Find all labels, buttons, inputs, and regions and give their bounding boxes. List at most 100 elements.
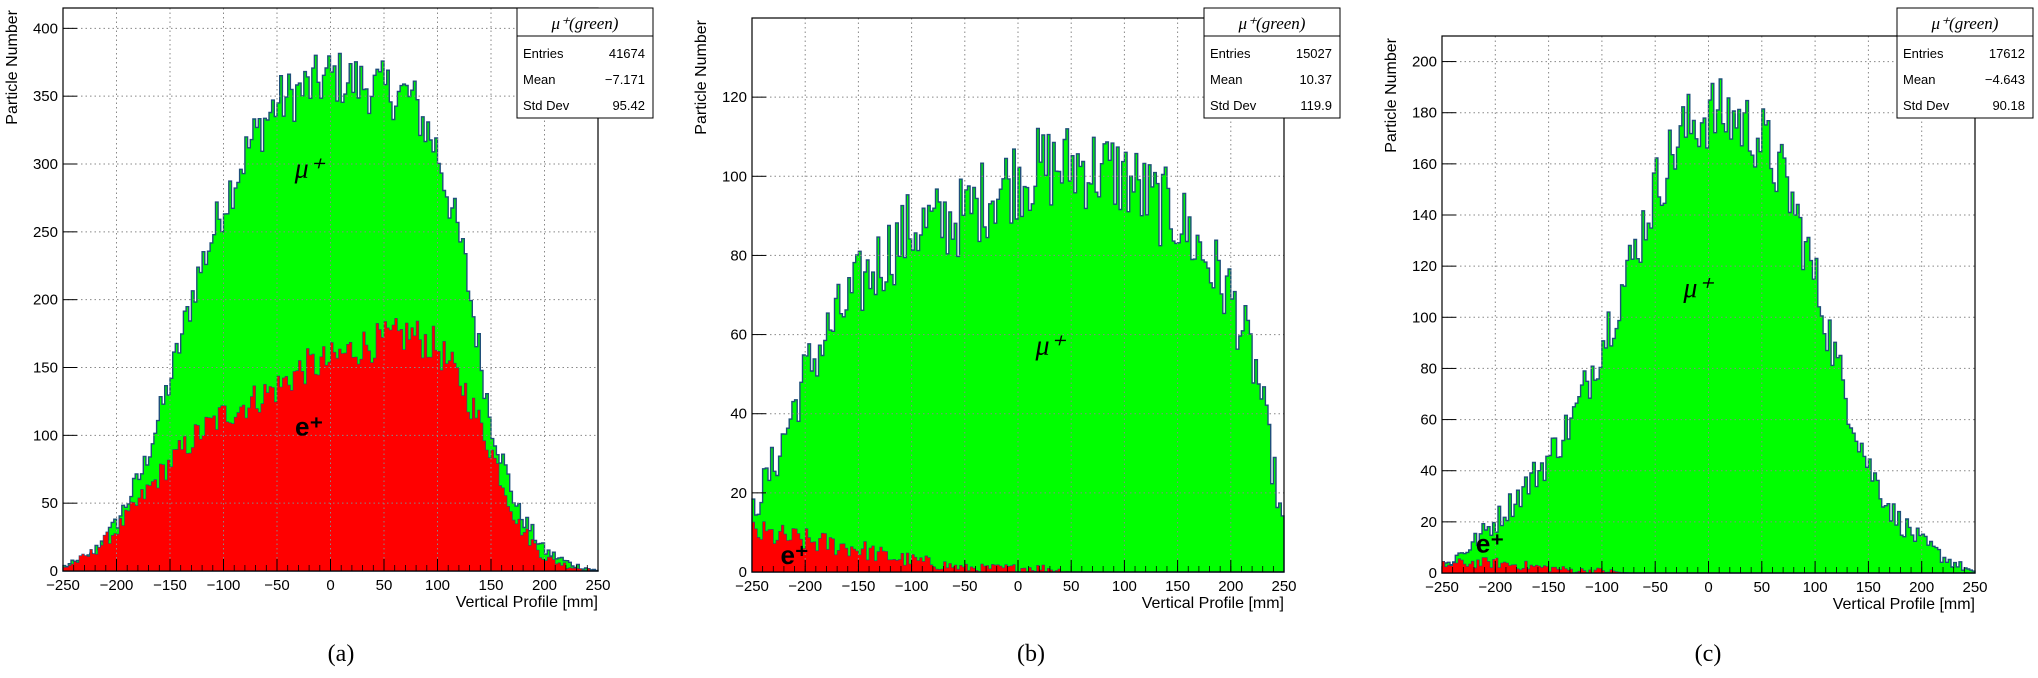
e-plus-label: e⁺	[1476, 529, 1504, 559]
y-tick-label: 400	[33, 20, 58, 37]
y-axis-label: Particle Number	[693, 19, 710, 134]
stats-key: Std Dev	[1210, 98, 1257, 113]
x-tick-label: −250	[1425, 579, 1459, 596]
stats-value: 17612	[1989, 46, 2025, 61]
y-tick-label: 350	[33, 88, 58, 105]
y-axis-label: Particle Number	[4, 9, 21, 124]
mu-plus-label: μ⁺	[1682, 273, 1714, 304]
y-tick-label: 250	[33, 224, 58, 241]
y-tick-label: 80	[1420, 360, 1437, 377]
stats-box-title: μ⁺(green)	[1931, 14, 1999, 33]
y-tick-label: 200	[33, 292, 58, 309]
chart-panel-3: −250 −200 −150 −100 −50 0 50 100 150 200 250 0 20 40 6…	[1383, 7, 2034, 667]
x-tick-label: −100	[895, 578, 929, 595]
y-tick-label: 100	[1412, 309, 1437, 326]
panel-caption: (c)	[1695, 641, 1722, 667]
panel-caption: (a)	[328, 641, 355, 667]
y-tick-label: 300	[33, 156, 58, 173]
x-axis-label: Vertical Profile [mm]	[1142, 595, 1284, 612]
y-tick-label: 180	[1412, 105, 1437, 122]
x-tick-label: −250	[46, 577, 80, 594]
stats-box-title: μ⁺(green)	[1238, 14, 1306, 33]
stats-value: −4.643	[1985, 72, 2025, 87]
x-tick-label: −50	[1642, 579, 1667, 596]
x-tick-label: 250	[1962, 579, 1987, 596]
stats-key: Entries	[523, 46, 564, 61]
mu-plus-label: μ⁺	[1034, 330, 1066, 361]
e-plus-label: e⁺	[780, 540, 808, 570]
x-tick-label: −50	[264, 577, 289, 594]
x-tick-label: −200	[1478, 579, 1512, 596]
chart-panel-2: −250 −200 −150 −100 −50 0 50 100 150 200 250 0 20 40 6…	[693, 7, 1341, 667]
x-tick-label: 200	[1909, 579, 1934, 596]
stats-value: 10.37	[1299, 72, 1332, 87]
x-tick-label: −50	[952, 578, 977, 595]
stats-key: Entries	[1210, 46, 1251, 61]
x-tick-label: 50	[376, 577, 393, 594]
y-axis-label: Particle Number	[1383, 37, 1400, 152]
stats-value: 95.42	[612, 98, 645, 113]
y-tick-label: 40	[730, 406, 747, 423]
x-tick-label: 250	[585, 577, 610, 594]
y-tick-label: 100	[33, 427, 58, 444]
stats-box: μ⁺(green) Entries 41674 Mean −7.171 Std Dev 95…	[516, 7, 654, 119]
stats-key: Mean	[523, 72, 556, 87]
x-tick-label: 150	[1856, 579, 1881, 596]
stats-key: Mean	[1903, 72, 1936, 87]
x-tick-label: 50	[1063, 578, 1080, 595]
y-tick-label: 120	[1412, 258, 1437, 275]
x-tick-label: 50	[1753, 579, 1770, 596]
x-tick-label: −150	[842, 578, 876, 595]
x-tick-label: 100	[425, 577, 450, 594]
x-tick-label: −200	[100, 577, 134, 594]
stats-box: μ⁺(green) Entries 15027 Mean 10.37 Std Dev 119…	[1203, 7, 1341, 119]
x-tick-label: 0	[1014, 578, 1022, 595]
stats-box-title: μ⁺(green)	[551, 14, 619, 33]
x-tick-label: 200	[532, 577, 557, 594]
y-tick-label: 120	[722, 89, 747, 106]
stats-key: Mean	[1210, 72, 1243, 87]
y-tick-label: 200	[1412, 54, 1437, 71]
x-tick-label: 0	[1704, 579, 1712, 596]
x-tick-label: 150	[478, 577, 503, 594]
y-tick-label: 140	[1412, 207, 1437, 224]
x-tick-label: 200	[1218, 578, 1243, 595]
x-tick-label: 150	[1165, 578, 1190, 595]
y-tick-label: 160	[1412, 156, 1437, 173]
y-tick-label: 40	[1420, 463, 1437, 480]
x-tick-label: −100	[207, 577, 241, 594]
y-tick-label: 50	[41, 495, 58, 512]
chart-panel-1: −250 −200 −150 −100 −50 0 50 100 150 200 250 0 50 100…	[4, 7, 654, 667]
stats-box: μ⁺(green) Entries 17612 Mean −4.643 Std Dev 90…	[1896, 7, 2034, 119]
x-tick-label: −150	[153, 577, 187, 594]
x-tick-label: −100	[1585, 579, 1619, 596]
y-tick-label: 60	[730, 327, 747, 344]
y-tick-label: 0	[50, 563, 58, 580]
stats-key: Entries	[1903, 46, 1944, 61]
mu-plus-label: μ⁺	[294, 154, 326, 185]
stats-key: Std Dev	[1903, 98, 1950, 113]
x-axis-label: Vertical Profile [mm]	[456, 594, 598, 611]
y-tick-label: 0	[739, 564, 747, 581]
x-tick-label: 250	[1271, 578, 1296, 595]
x-tick-label: −150	[1532, 579, 1566, 596]
x-tick-label: −250	[735, 578, 769, 595]
y-tick-label: 150	[33, 360, 58, 377]
y-tick-label: 80	[730, 247, 747, 264]
panel-caption: (b)	[1017, 641, 1045, 667]
y-tick-label: 20	[730, 485, 747, 502]
stats-value: 41674	[609, 46, 645, 61]
x-tick-label: 100	[1803, 579, 1828, 596]
x-tick-label: 100	[1112, 578, 1137, 595]
y-tick-label: 20	[1420, 514, 1437, 531]
stats-key: Std Dev	[523, 98, 570, 113]
stats-value: −7.171	[605, 72, 645, 87]
x-axis-label: Vertical Profile [mm]	[1833, 596, 1975, 613]
y-tick-label: 100	[722, 168, 747, 185]
x-tick-label: 0	[326, 577, 334, 594]
y-tick-label: 0	[1429, 565, 1437, 582]
stats-value: 119.9	[1300, 98, 1332, 113]
stats-value: 90.18	[1992, 98, 2025, 113]
stats-value: 15027	[1296, 46, 1332, 61]
